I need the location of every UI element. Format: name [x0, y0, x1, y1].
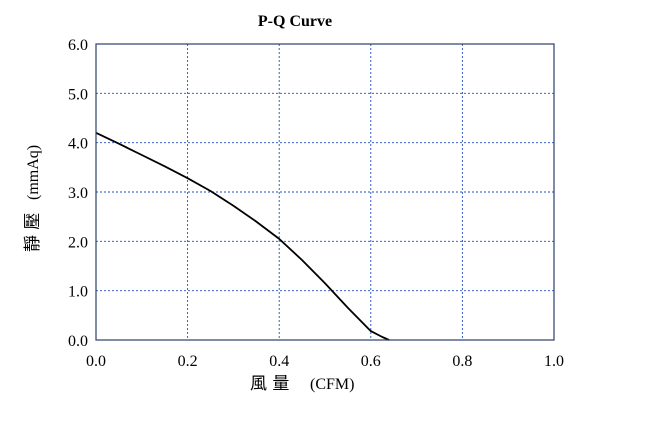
x-axis-label-unit: (CFM) — [310, 376, 354, 393]
x-axis-label-cjk: 風 量 — [250, 374, 289, 394]
x-tick-label: 0.0 — [86, 353, 106, 370]
y-tick-label: 5.0 — [68, 86, 88, 103]
chart-title: P-Q Curve — [258, 13, 332, 30]
series-line — [95, 131, 390, 341]
y-tick-label: 2.0 — [68, 234, 88, 251]
x-tick-label: 0.6 — [361, 353, 381, 370]
tick-labels: 0.0 0.2 0.4 0.6 0.8 1.0 0.0 1.0 2.0 3.0 4.0 5.0 6.0 — [68, 37, 564, 370]
plot-frame — [95, 43, 555, 341]
y-tick-label: 1.0 — [68, 284, 88, 301]
x-tick-label: 0.4 — [269, 353, 289, 370]
x-tick-label: 0.2 — [178, 353, 198, 370]
y-axis-label-unit: (mmAq) — [25, 145, 42, 200]
y-tick-label: 4.0 — [68, 136, 88, 153]
x-axis-label: 風 量 (CFM) — [250, 374, 354, 394]
grid-lines — [96, 44, 554, 340]
y-axis-label-cjk: 靜 壓 — [23, 213, 43, 252]
y-axis-label: 靜 壓 (mmAq) — [23, 145, 43, 252]
y-tick-label: 0.0 — [68, 333, 88, 350]
series-lines — [95, 131, 390, 341]
y-tick-label: 6.0 — [68, 37, 88, 54]
x-tick-label: 1.0 — [544, 353, 564, 370]
x-tick-label: 0.8 — [452, 353, 472, 370]
y-tick-label: 3.0 — [68, 185, 88, 202]
